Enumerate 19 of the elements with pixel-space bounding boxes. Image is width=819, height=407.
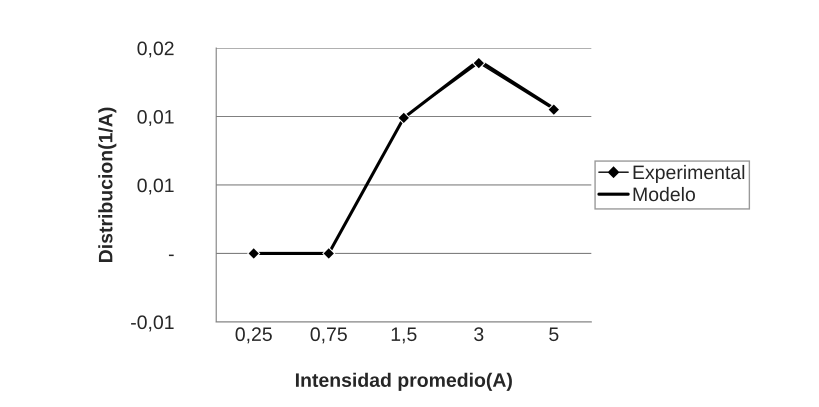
point — [322, 247, 336, 260]
x-axis-title: Intensidad promedio(A) — [296, 372, 512, 391]
x-tick-label: 0,25 — [236, 327, 272, 344]
legend-label: Modelo — [634, 186, 695, 202]
y-tick-label: 0,01 — [137, 110, 174, 126]
y-tick-label: 0,01 — [137, 178, 174, 195]
y-tick-label: -0,01 — [131, 315, 174, 332]
point — [397, 111, 410, 124]
legend-label: Experimental — [634, 164, 744, 184]
x-tick-label: 0,75 — [310, 327, 347, 344]
y-tick-label: 0,02 — [137, 41, 174, 58]
x-tick-label: 1,5 — [392, 328, 416, 344]
x-tick-label: 3 — [474, 327, 484, 342]
y-tick-label: - — [168, 254, 174, 256]
point — [472, 56, 486, 70]
x-tick-label: 5 — [549, 328, 558, 342]
y-axis-title: Distribucion(1/A) — [98, 108, 116, 262]
point — [247, 247, 260, 260]
point — [547, 103, 560, 116]
